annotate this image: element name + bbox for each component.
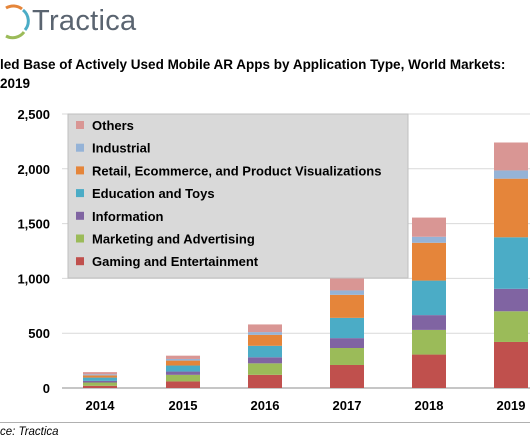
legend-label: Information	[92, 209, 164, 224]
bar-2016-industrial	[248, 332, 282, 335]
bar-2015-industrial	[166, 358, 200, 361]
legend-swatch	[76, 189, 84, 198]
bar-2015-retail-ecommerce-and-product-visualizations	[166, 360, 200, 366]
bar-2016-gaming-and-entertainment	[248, 374, 282, 388]
stacked-bar-chart: 0 500 1,000 1,500 2,000 2,500 2014 2015 2016 2017…	[17, 107, 530, 413]
logo-text: Tractica	[32, 5, 137, 37]
bar-2014-industrial	[83, 374, 117, 376]
chart-area: 0 500 1,000 1,500 2,000 2,500 2014 2015 2016 2017…	[0, 98, 530, 420]
legend-swatch	[76, 143, 84, 152]
tractica-logo: Tractica	[0, 0, 200, 44]
legend-swatch	[76, 166, 84, 175]
bar-2019-gaming-and-entertainment	[494, 341, 528, 388]
legend-swatch	[76, 257, 84, 266]
bar-2014-retail-ecommerce-and-product-visualizations	[83, 375, 117, 378]
bar-2015-others	[166, 355, 200, 359]
legend-box	[67, 113, 409, 279]
x-tick-label: 2015	[169, 398, 198, 413]
legend-swatch	[76, 121, 84, 129]
chart-title-line2: 2019	[0, 76, 31, 91]
legend-label: Gaming and Entertainment	[92, 254, 259, 269]
bar-2014-education-and-toys	[83, 377, 117, 381]
chart-title: led Base of Actively Used Mobile AR Apps…	[0, 55, 505, 93]
legend-swatch	[76, 211, 84, 220]
bar-2018-information	[412, 315, 446, 330]
bar-2018-others	[412, 217, 446, 237]
bar-2016-education-and-toys	[248, 345, 282, 358]
bar-2019-industrial	[494, 170, 528, 179]
bar-2015-marketing-and-advertising	[166, 374, 200, 382]
y-tick-label: 2,000	[17, 162, 50, 177]
bar-2019-information	[494, 288, 528, 312]
x-tick-label: 2017	[333, 398, 362, 413]
bar-2019-retail-ecommerce-and-product-visualizations	[494, 178, 528, 238]
bar-2017-retail-ecommerce-and-product-visualizations	[330, 294, 364, 318]
bar-2016-retail-ecommerce-and-product-visualizations	[248, 334, 282, 346]
bar-2018-retail-ecommerce-and-product-visualizations	[412, 242, 446, 281]
bar-2017-education-and-toys	[330, 317, 364, 339]
bar-2016-information	[248, 357, 282, 364]
y-tick-label: 0	[43, 381, 50, 396]
bar-2018-industrial	[412, 236, 446, 243]
logo-mark-icon	[5, 4, 30, 40]
bar-2017-industrial	[330, 290, 364, 295]
bar-2017-information	[330, 338, 364, 348]
bar-2017-others	[330, 278, 364, 291]
legend-label: Industrial	[92, 141, 151, 156]
legend-label: Education and Toys	[92, 186, 215, 201]
bar-2014-information	[83, 380, 117, 383]
x-tick-label: 2016	[251, 398, 280, 413]
bar-2016-marketing-and-advertising	[248, 363, 282, 375]
legend-swatch	[76, 234, 84, 243]
x-tick-label: 2014	[86, 398, 116, 413]
bar-2015-information	[166, 371, 200, 375]
y-tick-label: 2,500	[17, 107, 50, 122]
x-tick-label: 2018	[415, 398, 444, 413]
bar-2019-education-and-toys	[494, 237, 528, 289]
bar-2018-marketing-and-advertising	[412, 329, 446, 355]
bar-2018-education-and-toys	[412, 280, 446, 316]
bar-2017-gaming-and-entertainment	[330, 364, 364, 388]
legend-label: Marketing and Advertising	[92, 232, 255, 247]
legend-label: Retail, Ecommerce, and Product Visualiza…	[92, 163, 381, 178]
chart-title-line1: led Base of Actively Used Mobile AR Apps…	[0, 57, 506, 72]
source-text: ce: Tractica	[0, 426, 59, 438]
bar-2014-gaming-and-entertainment	[83, 385, 117, 388]
bar-2015-education-and-toys	[166, 365, 200, 372]
bar-2016-others	[248, 324, 282, 333]
source-footer: ce: Tractica	[0, 422, 530, 443]
bar-2014-marketing-and-advertising	[83, 382, 117, 386]
y-tick-label: 1,000	[17, 271, 50, 286]
bar-2019-marketing-and-advertising	[494, 311, 528, 342]
x-tick-label: 2019	[497, 398, 526, 413]
y-tick-label: 500	[28, 326, 50, 341]
y-tick-label: 1,500	[17, 217, 50, 232]
bar-2018-gaming-and-entertainment	[412, 354, 446, 388]
bar-2014-others	[83, 372, 117, 375]
bar-2015-gaming-and-entertainment	[166, 381, 200, 388]
bar-2019-others	[494, 142, 528, 171]
bar-2017-marketing-and-advertising	[330, 347, 364, 365]
legend-label: Others	[92, 118, 134, 133]
